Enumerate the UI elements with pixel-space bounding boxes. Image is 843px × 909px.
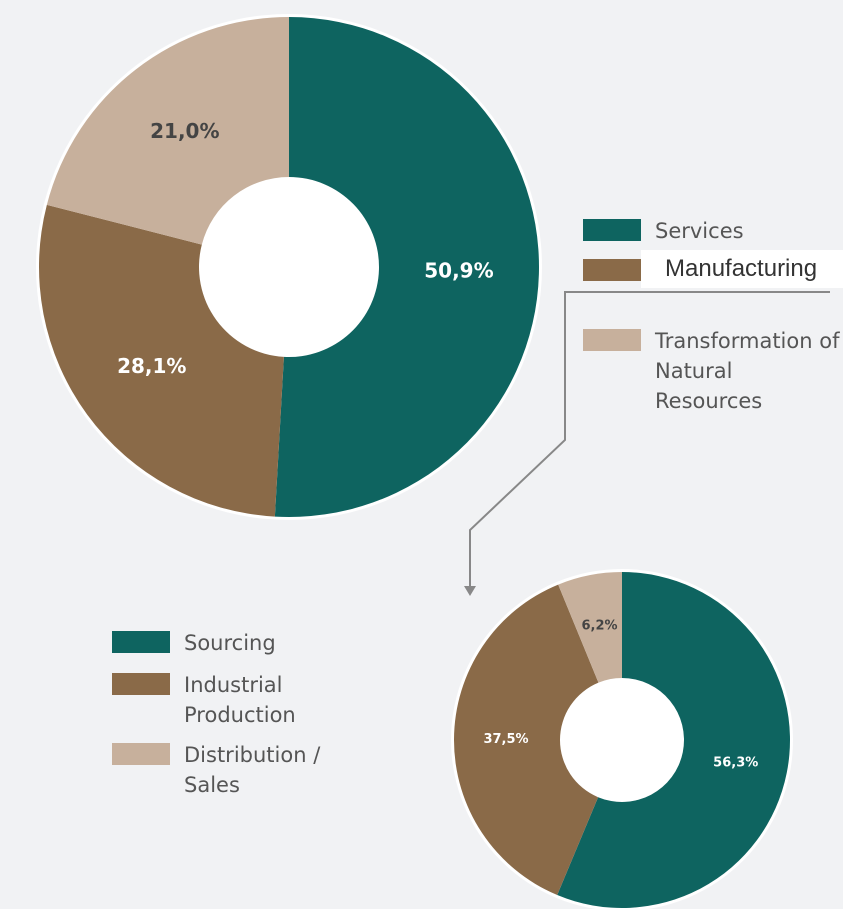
legend-swatch	[583, 329, 641, 351]
legend-label: Sourcing	[184, 631, 276, 655]
legend-swatch	[112, 631, 170, 653]
legend-item: Services	[583, 216, 843, 246]
legend-label: Distribution / Sales	[184, 743, 321, 797]
pie-slice	[38, 204, 284, 517]
pie-slice	[274, 17, 539, 517]
connector	[464, 291, 830, 596]
slice-label: 50,9%	[424, 258, 493, 282]
pie-slice	[557, 572, 790, 908]
slice-label: 56,3%	[713, 755, 758, 770]
legend-item: Industrial Production	[112, 670, 374, 730]
connector-arrow	[464, 586, 476, 596]
legend-label: Industrial Production	[184, 673, 296, 727]
legend-swatch	[583, 219, 641, 241]
legend-label: Services	[655, 219, 744, 243]
legend-item: Transformation of Natural Resources	[583, 326, 843, 416]
slice-label: 28,1%	[117, 354, 186, 378]
legend-label: Manufacturing	[641, 250, 843, 288]
legend-item: Manufacturing	[583, 250, 843, 288]
slice-label: 6,2%	[582, 619, 618, 634]
legend-swatch	[112, 673, 170, 695]
slice-label: 21,0%	[150, 119, 219, 143]
legend-label: Transformation of Natural Resources	[655, 329, 840, 413]
legend-item: Sourcing	[112, 628, 374, 658]
pie-slice	[558, 572, 622, 683]
legend-swatch	[583, 259, 641, 281]
slice-label: 37,5%	[483, 732, 528, 747]
legend-swatch	[112, 743, 170, 765]
connector-line	[469, 291, 830, 588]
legend-item: Distribution / Sales	[112, 740, 374, 800]
pie-slice	[46, 17, 289, 245]
pie-slice	[453, 584, 599, 896]
